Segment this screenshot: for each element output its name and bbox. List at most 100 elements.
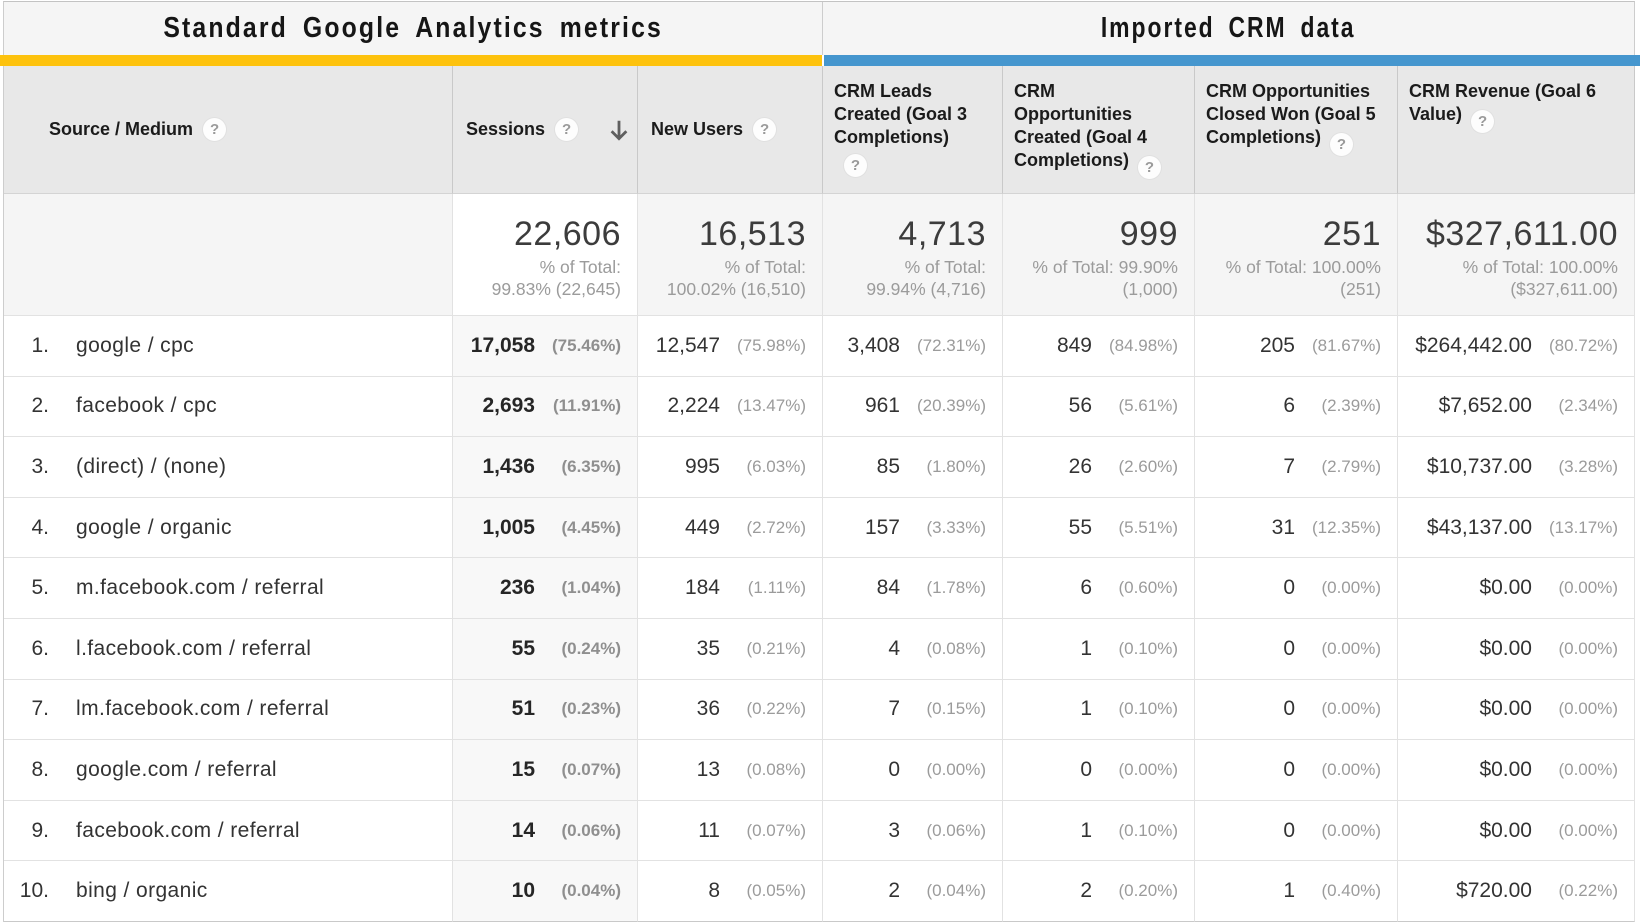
cell-crm-revenue: $7,652.00 (2.34%) [1398, 376, 1635, 438]
column-header-label: CRM Revenue (Goal 6 Value)? [1409, 80, 1624, 133]
cell-new-users: 35 (0.21%) [638, 618, 823, 680]
column-header-crm-opportunities-created[interactable]: CRM Opportunities Created (Goal 4 Completio… [1003, 66, 1195, 194]
totals-cell-new-users: 16,513 % of Total: 100.02% (16,510) [638, 194, 823, 316]
metric-percent: (0.08%) [926, 638, 986, 658]
help-icon[interactable]: ? [753, 118, 777, 141]
question-mark-glyph: ? [850, 157, 861, 174]
cell-sessions: 1,436 (6.35%) [453, 437, 638, 498]
percent-of-total-line: % of Total: [539, 257, 621, 277]
section-title: Imported CRM data [1101, 12, 1356, 44]
cell-source-medium[interactable]: 6. l.facebook.com / referral [4, 618, 453, 680]
cell-sessions: 10 (0.04%) [453, 861, 638, 922]
cell-source-medium[interactable]: 2. facebook / cpc [4, 376, 453, 438]
help-icon[interactable]: ? [1330, 133, 1353, 156]
column-header-sessions[interactable]: Sessions ? [453, 66, 638, 194]
metric-value: 84 [876, 576, 900, 600]
metric-percent: (12.35%) [1312, 517, 1381, 537]
column-header-label-line: Created (Goal 4 [1014, 127, 1148, 147]
help-icon[interactable]: ? [844, 154, 867, 177]
metric-value: $0.00 [1479, 697, 1532, 721]
help-icon[interactable]: ? [1138, 156, 1161, 179]
column-header-label-line-wrap: CRM Leads [834, 80, 992, 103]
column-header-new-users[interactable]: New Users ? [638, 66, 823, 194]
cell-crm-leads: 3,408 (72.31%) [823, 316, 1003, 377]
column-header-label-line-wrap: CRM [1014, 80, 1184, 103]
column-header-crm-revenue[interactable]: CRM Revenue (Goal 6 Value)? [1398, 66, 1635, 194]
metric-percent: (0.05%) [746, 881, 806, 901]
metric-value: 849 [1056, 333, 1092, 357]
cell-crm-opportunities-created: 1 (0.10%) [1003, 800, 1195, 862]
metric-percent: (4.45%) [561, 517, 621, 537]
metric-value: 157 [864, 515, 900, 539]
cell-crm-opportunities-closed-won: 0 (0.00%) [1195, 618, 1398, 680]
metric-percent: (0.23%) [561, 699, 621, 719]
metric-percent: (0.00%) [1321, 820, 1381, 840]
total-value: 22,606 [514, 215, 621, 253]
cell-crm-revenue: $0.00 (0.00%) [1398, 558, 1635, 619]
question-mark-glyph: ? [1477, 113, 1488, 130]
column-header-label-line-wrap: Completions) [834, 126, 992, 149]
metric-value: 0 [1283, 697, 1295, 721]
cell-source-medium[interactable]: 3. (direct) / (none) [4, 437, 453, 498]
metric-percent: (0.00%) [1558, 759, 1618, 779]
source-medium-label: (direct) / (none) [76, 454, 227, 478]
metric-percent: (5.51%) [1118, 517, 1178, 537]
cell-new-users: 8 (0.05%) [638, 861, 823, 922]
metric-value: 55 [511, 636, 535, 660]
sort-descending-icon[interactable] [606, 117, 632, 143]
column-header-icon-line: ? [834, 154, 992, 177]
metric-percent: (0.00%) [1118, 759, 1178, 779]
cell-crm-opportunities-created: 849 (84.98%) [1003, 316, 1195, 377]
percent-of-total-line: (1,000) [1122, 279, 1178, 299]
metric-percent: (0.00%) [1321, 699, 1381, 719]
cell-source-medium[interactable]: 4. google / organic [4, 497, 453, 559]
metric-value: 2 [1080, 879, 1092, 903]
metric-percent: (2.60%) [1118, 456, 1178, 476]
metric-value: 11 [698, 818, 720, 842]
metric-percent: (0.10%) [1118, 699, 1178, 719]
column-header-label-line: CRM Leads [834, 81, 933, 101]
help-icon[interactable]: ? [203, 118, 227, 141]
column-header-source-medium[interactable]: Source / Medium ? [4, 66, 453, 194]
question-mark-glyph: ? [561, 121, 572, 138]
metric-percent: (3.28%) [1558, 456, 1618, 476]
help-icon[interactable]: ? [555, 118, 579, 141]
cell-sessions: 14 (0.06%) [453, 800, 638, 862]
metric-percent: (0.24%) [561, 638, 621, 658]
metric-value: 995 [684, 454, 720, 478]
metric-value: 2,693 [482, 394, 535, 418]
totals-row: 22,606 % of Total: 99.83% (22,645) 16,513… [4, 194, 1635, 316]
source-medium-label: lm.facebook.com / referral [76, 697, 330, 721]
cell-crm-opportunities-closed-won: 0 (0.00%) [1195, 800, 1398, 862]
cell-source-medium[interactable]: 8. google.com / referral [4, 740, 453, 801]
column-header-crm-leads[interactable]: CRM Leads Created (Goal 3 Completions)? [823, 66, 1003, 194]
metric-value: 6 [1080, 576, 1092, 600]
source-medium-label: google.com / referral [76, 757, 277, 781]
source-medium-label: google / organic [76, 515, 232, 539]
cell-new-users: 36 (0.22%) [638, 679, 823, 741]
column-header-crm-opportunities-closed-won[interactable]: CRM Opportunities Closed Won (Goal 5 Compl… [1195, 66, 1398, 194]
cell-crm-revenue: $720.00 (0.22%) [1398, 861, 1635, 922]
total-percent-of-total: % of Total: 100.00% ($327,611.00) [1406, 256, 1618, 300]
help-icon[interactable]: ? [1471, 110, 1495, 133]
cell-crm-opportunities-created: 26 (2.60%) [1003, 437, 1195, 498]
metric-percent: (0.10%) [1118, 820, 1178, 840]
percent-of-total-line: (251) [1340, 279, 1381, 299]
cell-source-medium[interactable]: 9. facebook.com / referral [4, 800, 453, 862]
column-header-label: Source / Medium [49, 119, 194, 139]
percent-of-total-line: 99.83% (22,645) [491, 279, 621, 299]
sort-arrow-shape [610, 120, 628, 141]
cell-source-medium[interactable]: 7. lm.facebook.com / referral [4, 679, 453, 741]
cell-new-users: 995 (6.03%) [638, 437, 823, 498]
question-mark-glyph: ? [1144, 159, 1155, 176]
table-row: 1. google / cpc 17,058 (75.46%) 12,547 (75.… [4, 316, 1635, 377]
metric-percent: (6.35%) [561, 456, 621, 476]
cell-source-medium[interactable]: 5. m.facebook.com / referral [4, 558, 453, 619]
metric-percent: (2.72%) [746, 517, 806, 537]
cell-crm-revenue: $264,442.00 (80.72%) [1398, 316, 1635, 377]
yellow-accent-bar [0, 55, 822, 66]
cell-source-medium[interactable]: 1. google / cpc [4, 316, 453, 377]
metric-percent: (0.04%) [926, 881, 986, 901]
cell-source-medium[interactable]: 10. bing / organic [4, 861, 453, 922]
cell-new-users: 184 (1.11%) [638, 558, 823, 619]
